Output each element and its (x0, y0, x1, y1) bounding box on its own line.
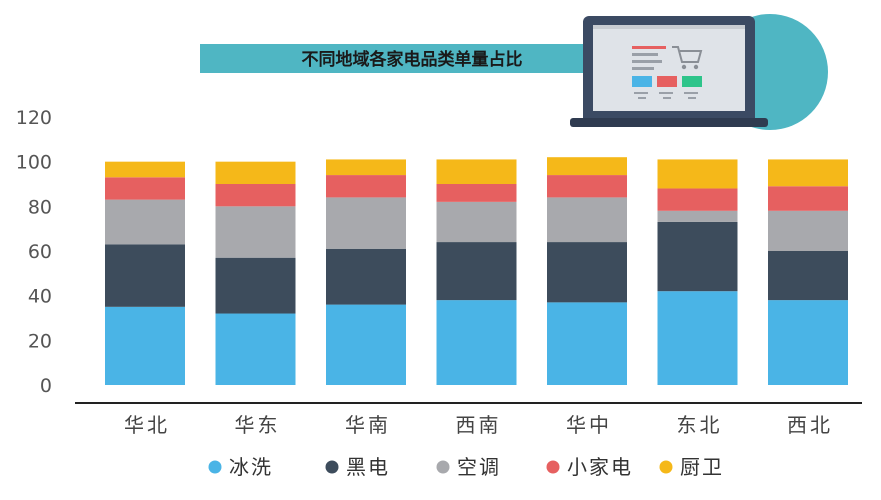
y-tick-label: 80 (28, 196, 52, 218)
legend-label: 空调 (457, 455, 501, 479)
bar-segment (105, 199, 185, 245)
y-tick-label: 120 (16, 107, 52, 129)
bar-segment (326, 248, 406, 305)
x-axis: 华北 华东 华南 西南 华中 东北 西北 (124, 413, 833, 437)
bar-segment (105, 306, 185, 385)
bar-segment (657, 188, 738, 211)
legend-swatch (546, 460, 560, 474)
bar-segment (547, 302, 627, 385)
legend: 冰洗 黑电 空调 小家电 厨卫 (208, 455, 724, 479)
title-banner (200, 44, 620, 73)
laptop-shopping-cart-icon (570, 16, 768, 127)
bar-segment (326, 304, 406, 385)
x-category-label: 华东 (235, 413, 281, 437)
bar-segment (768, 186, 848, 211)
legend-label: 冰洗 (229, 455, 273, 479)
bar-segment (105, 244, 185, 307)
legend-swatch (436, 460, 450, 474)
bar-segment (215, 257, 296, 314)
x-category-label: 华南 (345, 413, 391, 437)
y-tick-label: 100 (16, 152, 52, 174)
bar-segment (215, 161, 296, 184)
y-axis: 0 20 40 60 80 100 120 (16, 107, 52, 397)
bar-segment (768, 210, 848, 251)
bar-segment (547, 242, 627, 303)
legend-label: 黑电 (346, 455, 390, 479)
bar-segment (215, 206, 296, 258)
bar-segment (436, 159, 517, 184)
y-tick-label: 0 (40, 375, 52, 397)
legend-label: 小家电 (567, 455, 633, 479)
bar-segment (326, 159, 406, 176)
bar-segment (768, 159, 848, 187)
bar-segment (215, 184, 296, 207)
bar-segment (657, 210, 738, 222)
y-tick-label: 20 (28, 330, 52, 352)
bar-segment (547, 175, 627, 198)
y-tick-label: 40 (28, 286, 52, 308)
bar-segment (436, 300, 517, 385)
bar-segment (326, 197, 406, 249)
bar-segment (436, 184, 517, 202)
bar-segment (105, 177, 185, 200)
header-area: 不同地域各家电品类单量占比 (200, 14, 828, 130)
x-category-label: 华中 (566, 413, 612, 437)
bar-segment (768, 300, 848, 385)
bar-segment (105, 161, 185, 178)
bar-segment (657, 221, 738, 292)
legend-swatch (208, 460, 222, 474)
bar-segment (326, 175, 406, 198)
bar-segment (657, 159, 738, 189)
x-category-label: 华北 (124, 413, 170, 437)
bar-segment (436, 242, 517, 301)
x-category-label: 东北 (677, 413, 723, 437)
x-category-label: 西北 (787, 413, 833, 437)
bar-segment (768, 251, 848, 301)
y-tick-label: 60 (28, 241, 52, 263)
chart-title: 不同地域各家电品类单量占比 (302, 49, 523, 70)
bar-segment (547, 197, 627, 243)
x-category-label: 西南 (456, 413, 502, 437)
bar-segment (547, 157, 627, 176)
legend-swatch (325, 460, 339, 474)
bars-group (105, 157, 848, 385)
bar-segment (657, 291, 738, 385)
legend-label: 厨卫 (680, 455, 724, 479)
bar-segment (436, 201, 517, 243)
legend-swatch (659, 460, 673, 474)
bar-segment (215, 313, 296, 385)
